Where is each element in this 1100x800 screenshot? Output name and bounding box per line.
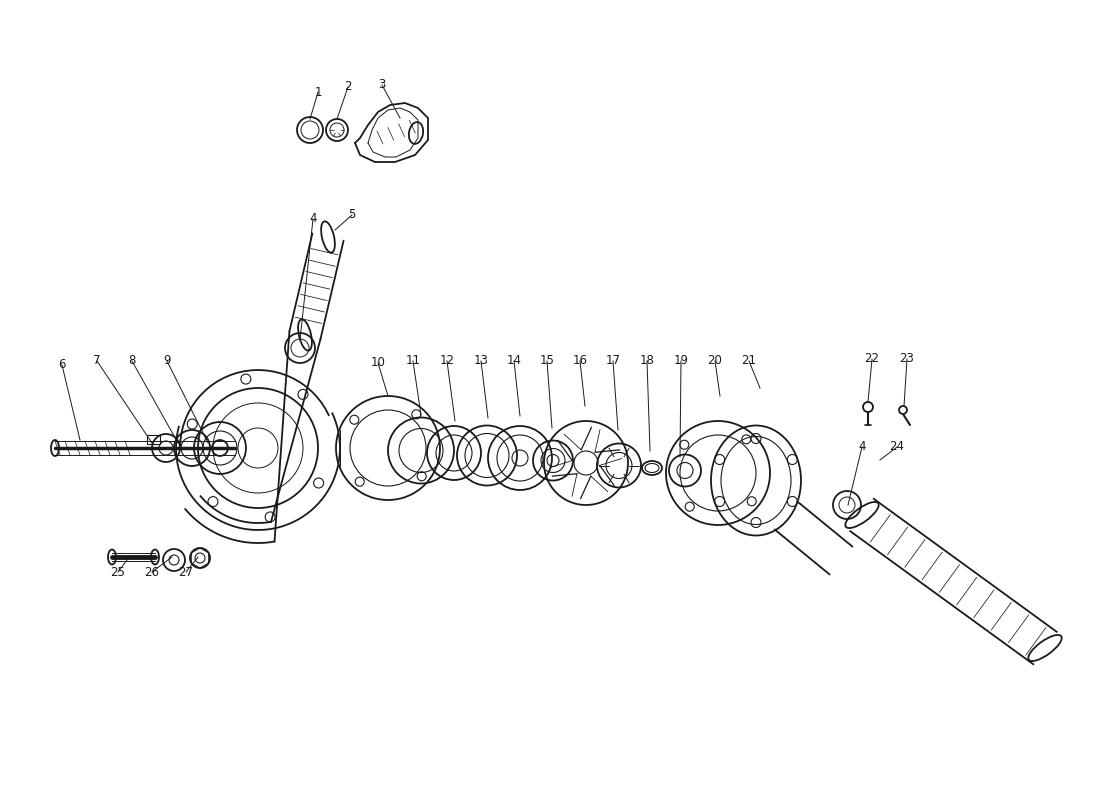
Text: 11: 11 — [406, 354, 420, 367]
Text: 3: 3 — [378, 78, 386, 91]
Text: 21: 21 — [741, 354, 757, 367]
Text: 24: 24 — [890, 441, 904, 454]
Text: 23: 23 — [900, 353, 914, 366]
Text: 1: 1 — [315, 86, 321, 98]
Text: 6: 6 — [58, 358, 66, 371]
Text: 15: 15 — [540, 354, 554, 367]
Text: 18: 18 — [639, 354, 654, 367]
Text: 2: 2 — [344, 81, 352, 94]
Text: 7: 7 — [94, 354, 101, 367]
Text: 10: 10 — [371, 357, 385, 370]
Text: 8: 8 — [129, 354, 135, 367]
Text: 13: 13 — [474, 354, 488, 367]
Text: 12: 12 — [440, 354, 454, 367]
Text: 9: 9 — [163, 354, 170, 367]
Text: 27: 27 — [178, 566, 194, 578]
Text: 20: 20 — [707, 354, 723, 367]
Text: 22: 22 — [865, 353, 880, 366]
Text: 14: 14 — [506, 354, 521, 367]
Text: 4: 4 — [858, 441, 866, 454]
Text: 19: 19 — [673, 354, 689, 367]
Text: 26: 26 — [144, 566, 159, 578]
Text: 25: 25 — [111, 566, 125, 578]
Text: 17: 17 — [605, 354, 620, 367]
Text: 4: 4 — [309, 213, 317, 226]
Text: 5: 5 — [349, 209, 355, 222]
Text: 16: 16 — [572, 354, 587, 367]
